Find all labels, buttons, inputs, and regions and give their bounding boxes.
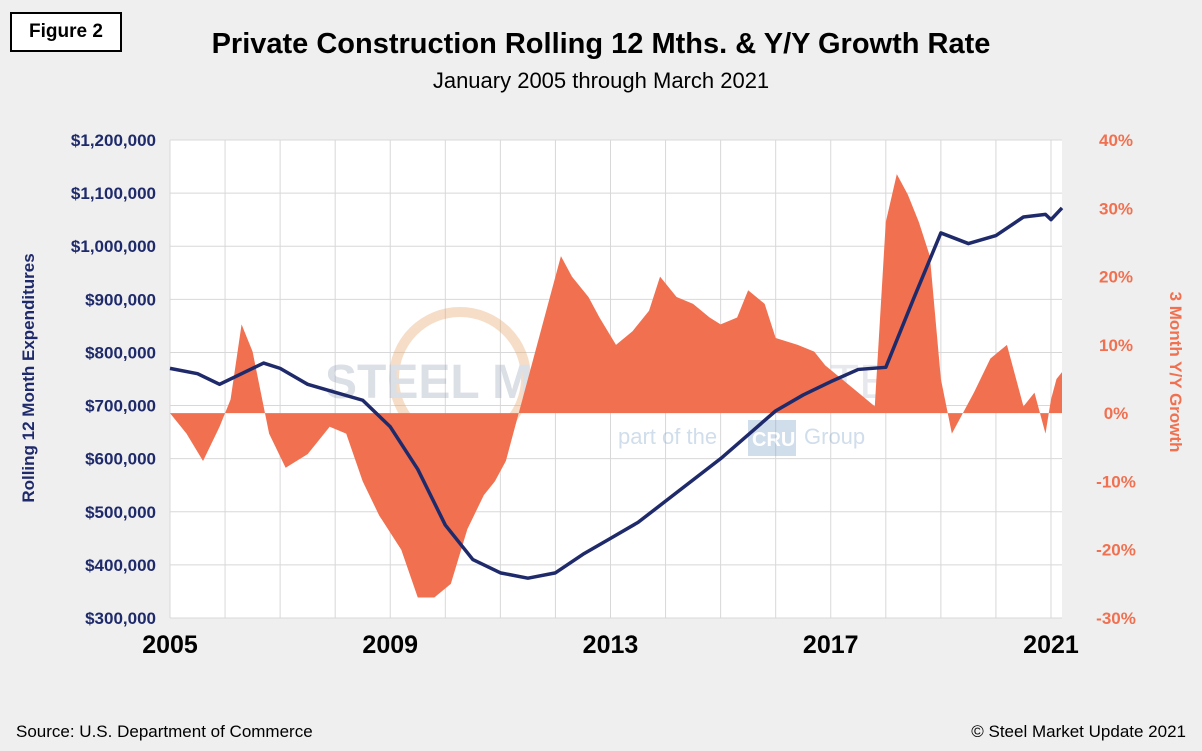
x-tick-label: 2013 xyxy=(583,631,639,659)
x-axis-ticks: 2005 2009 2013 2017 2021 xyxy=(142,631,1079,659)
left-tick-label: $1,100,000 xyxy=(71,184,156,203)
right-tick-label: 10% xyxy=(1099,336,1133,355)
left-tick-label: $1,200,000 xyxy=(71,131,156,150)
left-tick-label: $600,000 xyxy=(85,450,156,469)
left-tick-label: $1,000,000 xyxy=(71,237,156,256)
chart-subtitle: January 2005 through March 2021 xyxy=(432,68,770,93)
chart: STEEL MARKET UPDATE part of the CRU Grou… xyxy=(19,131,1185,659)
expenditures-line xyxy=(169,206,1064,580)
right-tick-label: -10% xyxy=(1096,472,1136,491)
x-tick-label: 2021 xyxy=(1023,631,1079,659)
left-tick-label: $700,000 xyxy=(85,397,156,416)
right-tick-label: 0% xyxy=(1104,404,1129,423)
figure-label: Figure 2 xyxy=(10,12,122,52)
watermark-tagline-brand: CRU xyxy=(752,429,795,451)
left-tick-label: $900,000 xyxy=(85,290,156,309)
x-tick-label: 2009 xyxy=(362,631,418,659)
right-tick-label: -30% xyxy=(1096,609,1136,628)
right-axis-ticks: -30% -20% -10% 0% 10% 20% 30% 40% xyxy=(1096,131,1136,628)
left-tick-label: $800,000 xyxy=(85,343,156,362)
x-tick-label: 2005 xyxy=(142,631,198,659)
right-tick-label: -20% xyxy=(1096,541,1136,560)
growth-rate-area xyxy=(170,174,1062,598)
right-tick-label: 20% xyxy=(1099,268,1133,287)
right-axis-label: 3 Month Y/Y Growth xyxy=(1166,292,1185,453)
watermark-tagline-pre: part of the xyxy=(618,424,717,449)
left-axis-ticks: $300,000 $400,000 $500,000 $600,000 $700,000… xyxy=(71,131,156,628)
x-tick-label: 2017 xyxy=(803,631,859,659)
left-tick-label: $300,000 xyxy=(85,609,156,628)
copyright-note: © Steel Market Update 2021 xyxy=(971,722,1186,741)
left-tick-label: $500,000 xyxy=(85,503,156,522)
right-tick-label: 40% xyxy=(1099,131,1133,150)
right-tick-label: 30% xyxy=(1099,199,1133,218)
chart-title: Private Construction Rolling 12 Mths. & … xyxy=(211,28,991,60)
watermark-tagline-post: Group xyxy=(804,424,865,449)
source-note: Source: U.S. Department of Commerce xyxy=(16,722,313,741)
left-tick-label: $400,000 xyxy=(85,556,156,575)
left-axis-label: Rolling 12 Month Expenditures xyxy=(19,253,38,502)
